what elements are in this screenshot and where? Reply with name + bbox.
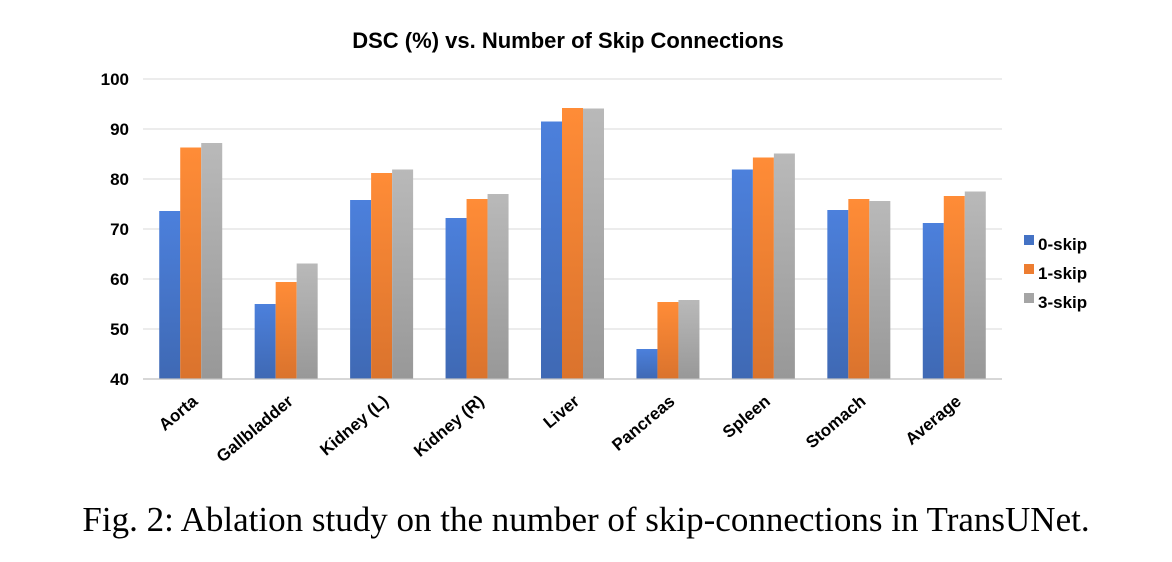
x-tick-label: Kidney (R) [410, 392, 487, 461]
bar-3-skip-gallbladder [296, 263, 318, 379]
legend-swatch-0-skip [1024, 235, 1034, 245]
y-tick-label: 80 [110, 170, 129, 189]
y-tick-label: 50 [110, 320, 129, 339]
x-tick-label: Spleen [719, 392, 774, 442]
legend-swatch-1-skip [1024, 264, 1034, 274]
legend-swatch-3-skip [1024, 293, 1034, 303]
legend-label-1-skip: 1-skip [1038, 264, 1087, 283]
bar-1-skip-pancreas [657, 302, 679, 379]
y-tick-label: 90 [110, 120, 129, 139]
bar-0-skip-kidney-r [445, 218, 467, 379]
bar-1-skip-stomach [848, 199, 870, 379]
bars [159, 108, 986, 379]
bar-0-skip-aorta [159, 211, 181, 379]
y-tick-label: 40 [110, 370, 129, 389]
bar-3-skip-kidney-r [487, 194, 509, 379]
y-tick-label: 100 [101, 70, 129, 89]
bar-1-skip-aorta [180, 147, 202, 379]
x-tick-label: Pancreas [608, 392, 678, 455]
chart-title: DSC (%) vs. Number of Skip Connections [352, 28, 784, 53]
x-tick-label: Gallbladder [213, 391, 297, 466]
x-tick-label: Stomach [802, 392, 869, 453]
bar-0-skip-average [922, 223, 944, 379]
bar-0-skip-stomach [827, 210, 849, 379]
bar-1-skip-kidney-l [371, 173, 393, 379]
bar-3-skip-pancreas [678, 300, 700, 379]
bar-3-skip-spleen [773, 153, 795, 379]
bar-1-skip-average [943, 196, 965, 379]
bar-3-skip-stomach [869, 201, 891, 379]
figure-caption: Fig. 2: Ablation study on the number of … [82, 500, 1090, 539]
bar-1-skip-gallbladder [275, 282, 297, 379]
y-tick-label: 60 [110, 270, 129, 289]
bar-0-skip-liver [541, 121, 562, 379]
x-tick-label: Aorta [155, 391, 202, 434]
legend-label-3-skip: 3-skip [1038, 293, 1087, 312]
bar-3-skip-aorta [201, 143, 223, 379]
bar-3-skip-kidney-l [392, 169, 414, 379]
bar-0-skip-gallbladder [254, 304, 276, 379]
bar-3-skip-liver [583, 108, 604, 379]
bar-3-skip-average [964, 191, 986, 379]
x-tick-label: Kidney (L) [316, 392, 392, 460]
legend: 0-skip 1-skip 3-skip [1024, 235, 1087, 312]
x-tick-label: Average [902, 392, 965, 449]
bar-0-skip-spleen [731, 169, 753, 379]
x-tick-label: Liver [540, 391, 584, 432]
bar-1-skip-liver [562, 108, 583, 379]
y-tick-label: 70 [110, 220, 129, 239]
legend-label-0-skip: 0-skip [1038, 235, 1087, 254]
bar-1-skip-kidney-r [466, 199, 488, 379]
bar-1-skip-spleen [752, 157, 774, 379]
bar-0-skip-pancreas [636, 349, 658, 379]
bar-0-skip-kidney-l [350, 200, 372, 379]
